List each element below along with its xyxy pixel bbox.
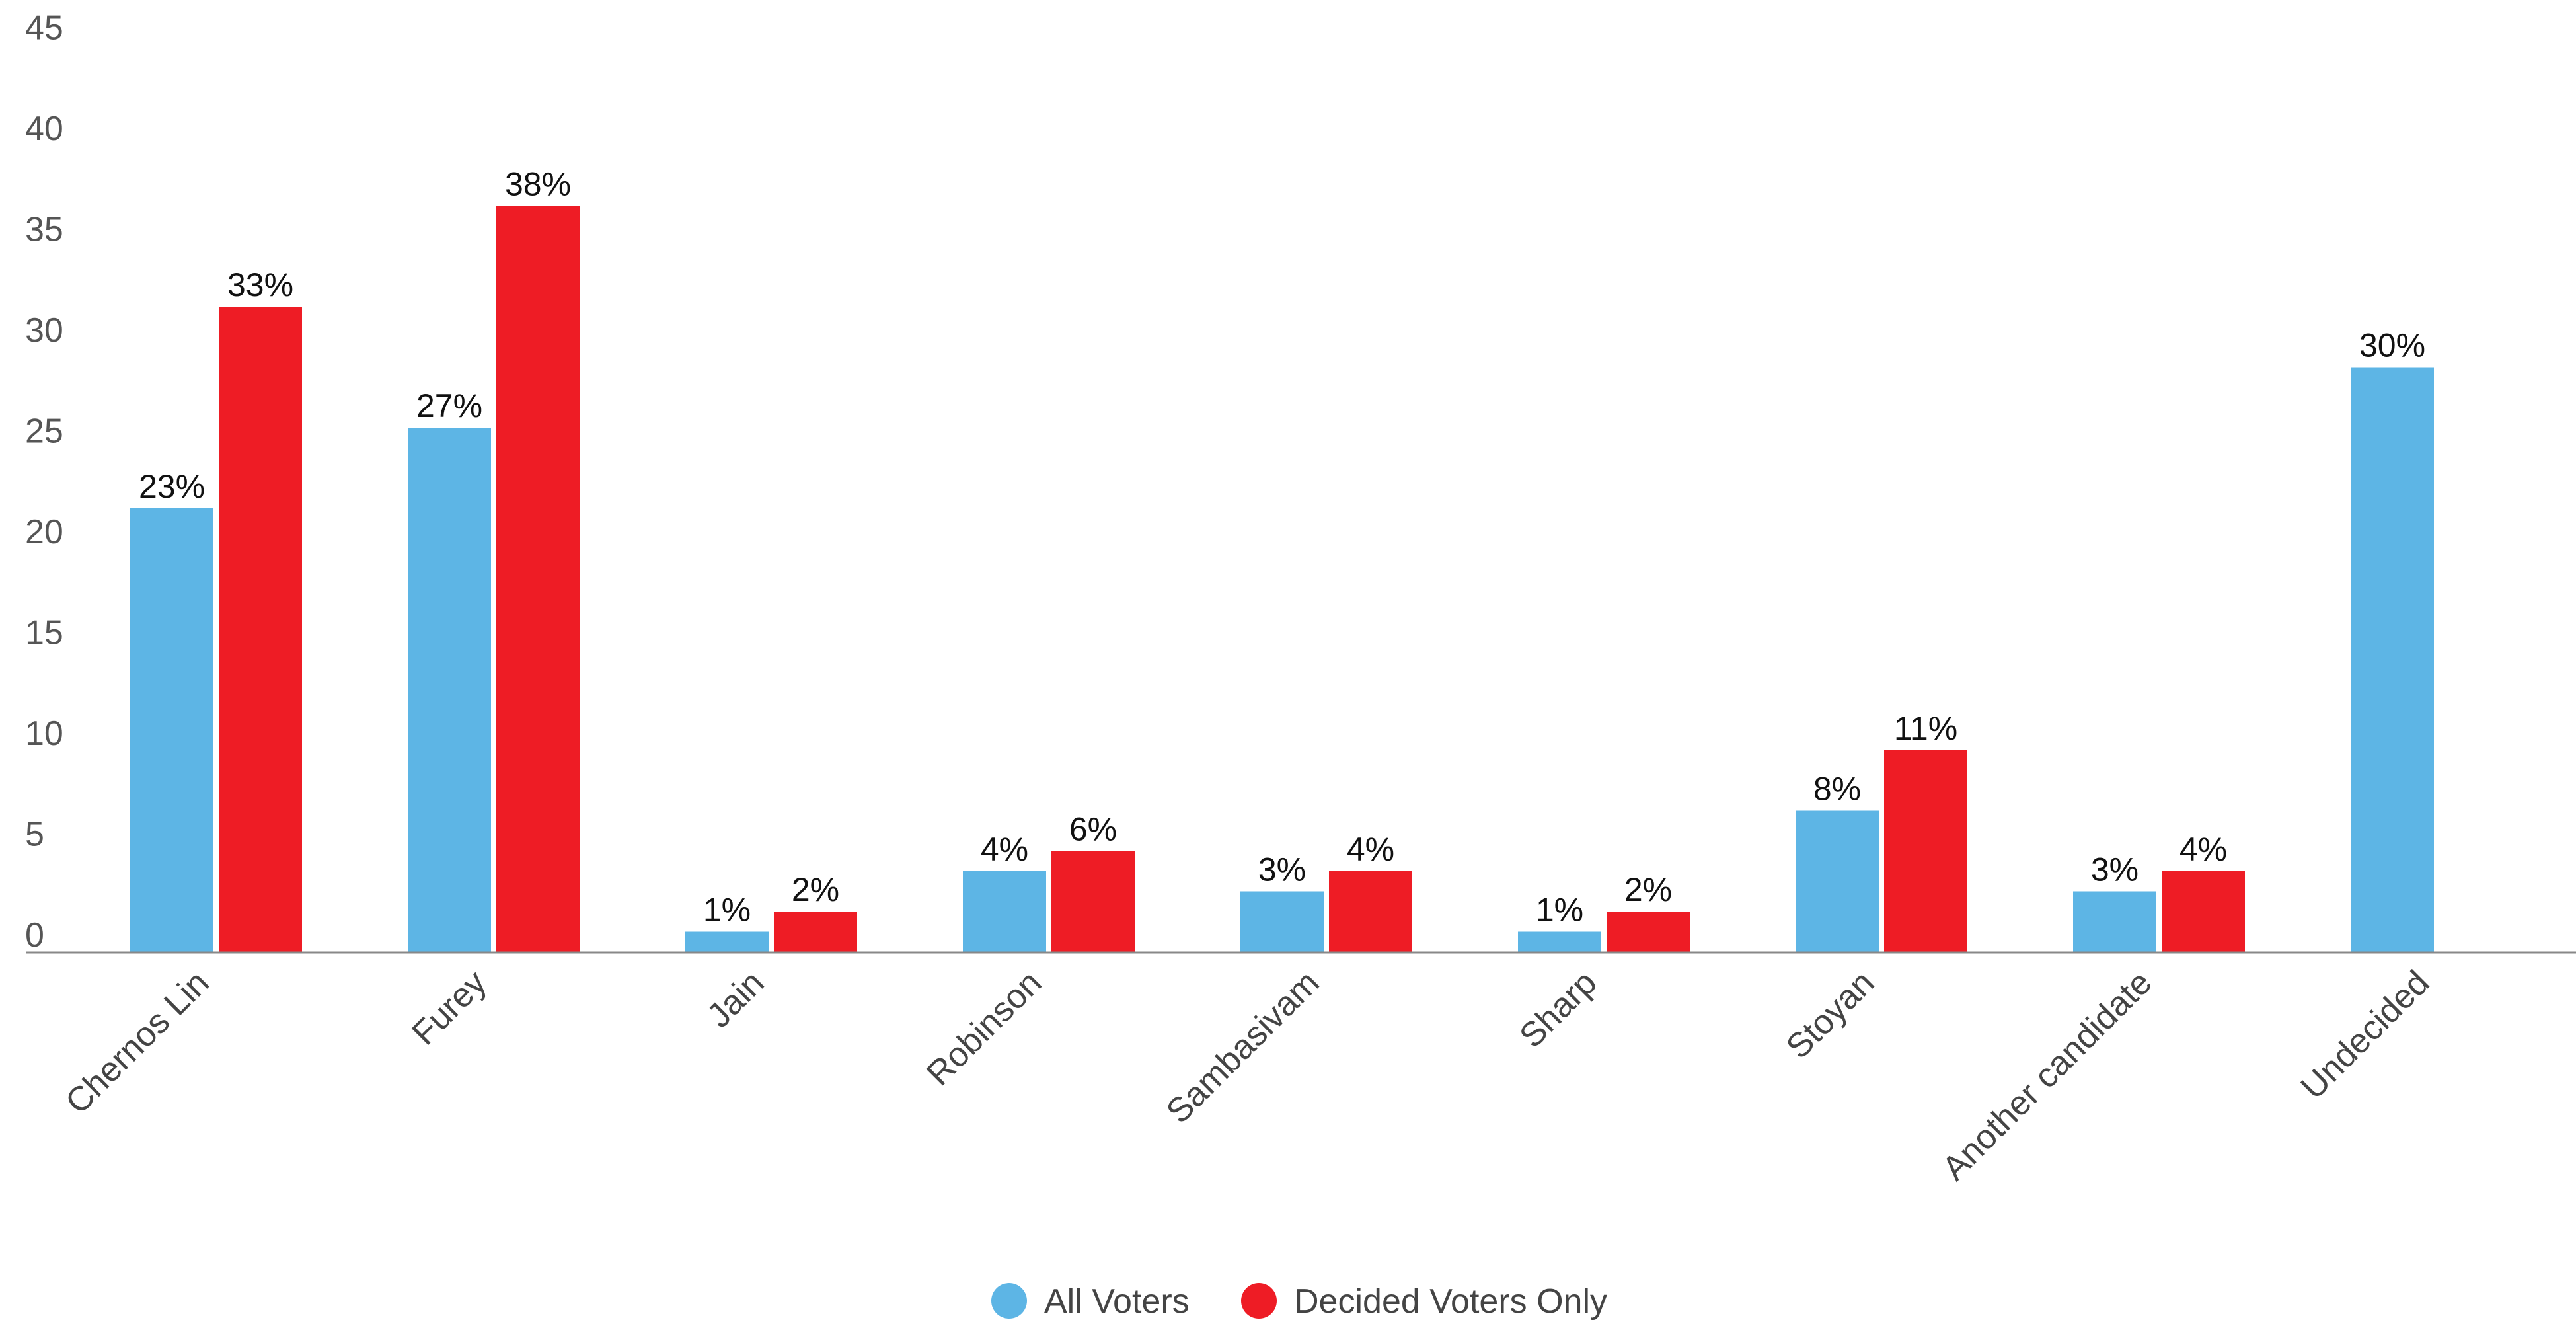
bar-data-label: 6% [1069, 811, 1117, 848]
category-label: Sambasivam [1159, 963, 1327, 1131]
bar-all-voters [685, 931, 769, 952]
category-label: Jain [700, 963, 771, 1034]
bar-all-voters [1240, 891, 1324, 952]
bar-data-label: 2% [792, 871, 839, 908]
bar-decided-voters [1329, 871, 1412, 952]
y-tick-label: 40 [25, 110, 63, 148]
category-label: Robinson [919, 963, 1049, 1093]
bar-data-label: 4% [2179, 831, 2227, 868]
bar-decided-voters [1051, 851, 1135, 952]
bar-all-voters [408, 428, 491, 952]
bar-data-label: 4% [981, 831, 1028, 868]
bar-all-voters [1518, 931, 1601, 952]
bar-all-voters [963, 871, 1046, 952]
y-tick-label: 10 [25, 715, 63, 753]
bar-data-label: 3% [2091, 851, 2139, 888]
bar-data-label: 27% [416, 387, 482, 424]
legend-swatch [1241, 1283, 1277, 1319]
bar-data-label: 38% [505, 166, 571, 203]
bar-data-label: 33% [227, 266, 293, 303]
bar-all-voters [2073, 891, 2156, 952]
y-tick-label: 30 [25, 311, 63, 350]
legend-swatch [991, 1283, 1027, 1319]
category-labels: Chernos Lin Furey Jain Robinson Sambasivam Sh… [58, 963, 2437, 1187]
y-tick-label: 15 [25, 614, 63, 652]
bar-data-label: 8% [1813, 771, 1861, 808]
bar-all-voters [2351, 367, 2434, 952]
bar-decided-voters [219, 307, 302, 952]
bar-all-voters [1796, 810, 1879, 952]
bar-data-label: 11% [1894, 710, 1957, 747]
y-axis-ticks: 0 5 10 15 20 25 30 35 40 45 [25, 9, 63, 955]
category-label: Undecided [2294, 963, 2437, 1106]
bars [130, 206, 2434, 952]
y-tick-label: 45 [25, 9, 63, 48]
bar-all-voters [130, 508, 213, 952]
bar-data-label: 30% [2359, 327, 2425, 364]
bar-decided-voters [2162, 871, 2245, 952]
category-label: Furey [404, 963, 494, 1052]
category-label: Stoyan [1779, 963, 1881, 1066]
bar-data-label: 2% [1624, 871, 1672, 908]
bar-data-label: 23% [139, 468, 205, 505]
bar-decided-voters [496, 206, 580, 952]
y-tick-label: 35 [25, 211, 63, 249]
bar-data-label: 3% [1258, 851, 1306, 888]
legend: All Voters Decided Voters Only [991, 1282, 1607, 1320]
bar-decided-voters [774, 912, 857, 952]
category-label: Chernos Lin [58, 963, 216, 1121]
y-tick-label: 20 [25, 513, 63, 551]
bar-data-label: 1% [1536, 892, 1583, 929]
y-tick-label: 0 [25, 916, 44, 954]
bar-data-label: 1% [703, 892, 751, 929]
bar-data-label: 4% [1347, 831, 1394, 868]
category-label: Another candidate [1935, 963, 2159, 1187]
data-labels: 23% 27% 1% 4% 3% 1% 8% 3% 30% 33% 38% 2% 6% 4% 2% 11% 4% [139, 166, 2425, 929]
bar-decided-voters [1607, 912, 1690, 952]
category-label: Sharp [1512, 963, 1604, 1055]
bar-decided-voters [1884, 750, 1967, 952]
legend-label: All Voters [1044, 1282, 1190, 1320]
legend-label: Decided Voters Only [1294, 1282, 1607, 1320]
y-tick-label: 5 [25, 816, 44, 854]
y-tick-label: 25 [25, 412, 63, 451]
